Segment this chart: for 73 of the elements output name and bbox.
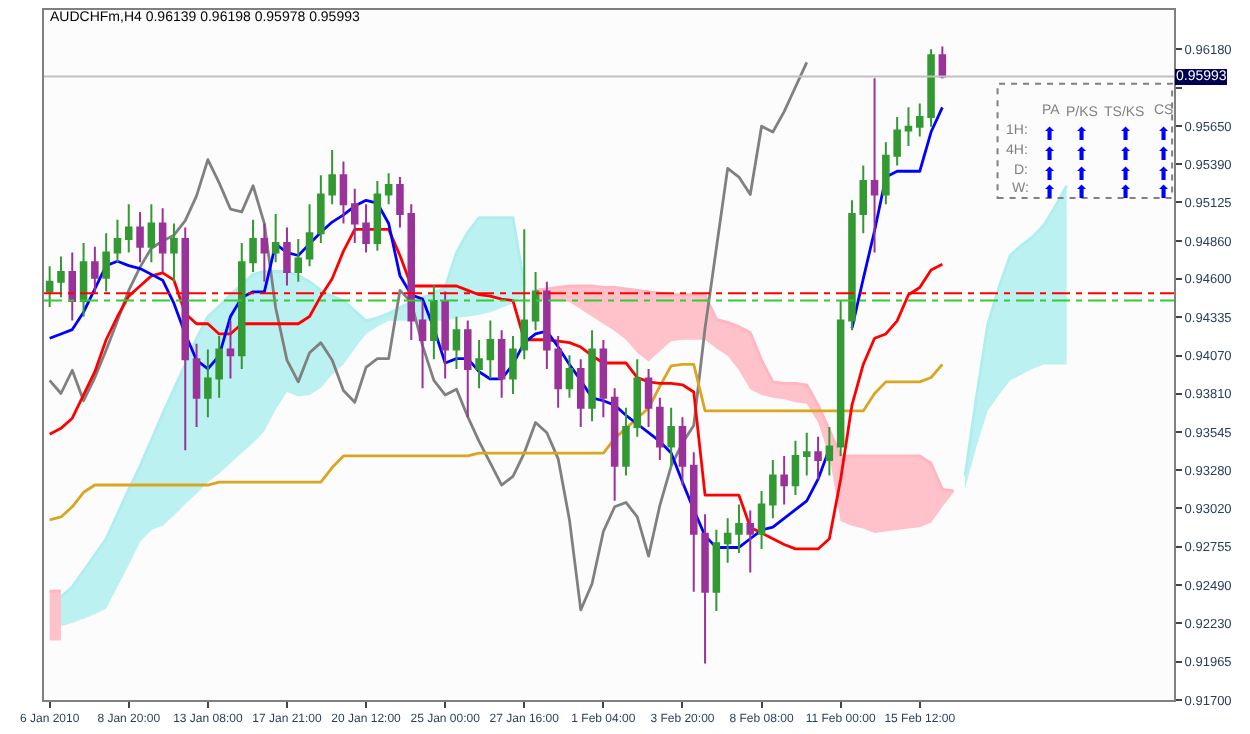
candlestick: [825, 426, 834, 477]
annotation: ⬆: [1074, 164, 1090, 184]
candlestick: [565, 354, 574, 399]
candlestick: [158, 207, 167, 274]
candlestick: [102, 232, 110, 293]
annotation: ⬆: [1074, 182, 1090, 202]
annotation: ⬆: [1156, 182, 1172, 202]
candlestick: [384, 172, 393, 206]
annotation: ⬆: [1042, 144, 1058, 164]
candlestick: [45, 265, 54, 308]
annotation: ⬆: [1156, 144, 1172, 164]
candlestick: [68, 251, 77, 322]
candlestick: [870, 77, 879, 254]
candlestick: [113, 218, 122, 264]
candlestick: [486, 319, 495, 380]
candlestick: [260, 222, 269, 283]
candlestick: [441, 290, 449, 380]
candlestick: [599, 338, 608, 419]
annotation: ⬆: [1074, 144, 1090, 164]
candlestick: [576, 358, 585, 429]
candlestick: [644, 367, 653, 429]
annotation: ⬆: [1156, 124, 1172, 144]
candlestick: [192, 342, 201, 429]
annotation: ⬆: [1118, 164, 1134, 184]
candlestick: [283, 226, 291, 287]
candlestick: [418, 300, 427, 390]
candlestick: [780, 455, 788, 506]
candlestick: [339, 160, 348, 225]
candlestick: [124, 203, 133, 254]
candlestick: [746, 509, 755, 574]
candlestick: [610, 387, 619, 502]
annotation: ⬆: [1118, 124, 1134, 144]
annotation: ⬆: [1042, 182, 1058, 202]
candlestick: [147, 203, 156, 264]
candlestick: [452, 315, 461, 370]
candlestick: [667, 406, 675, 467]
candlestick: [757, 489, 766, 551]
candlestick: [588, 329, 596, 423]
candlestick: [836, 300, 845, 458]
candlestick: [735, 503, 743, 554]
candlestick: [79, 242, 88, 318]
line-series: [48, 60, 809, 612]
candlestick: [181, 226, 190, 452]
candlestick: [294, 238, 303, 283]
annotation: ⬆: [1042, 164, 1058, 184]
annotation: ⬆: [1074, 124, 1090, 144]
annotation: ⬆: [1118, 182, 1134, 202]
candlestick: [463, 319, 472, 419]
candlestick: [305, 203, 314, 268]
candlestick: [814, 435, 822, 481]
candlestick: [271, 212, 280, 264]
line-series: [48, 363, 944, 522]
candlestick: [678, 416, 687, 487]
candlestick: [656, 396, 664, 462]
annotation: ⬆: [1042, 124, 1058, 144]
candlestick: [904, 106, 913, 148]
candlestick: [791, 439, 800, 496]
candlestick: [373, 179, 382, 252]
candlestick: [57, 255, 65, 299]
candlestick: [497, 329, 506, 399]
candlestick: [802, 431, 811, 477]
candlestick: [475, 338, 483, 390]
candlestick: [226, 319, 235, 380]
annotation: ⬆: [1156, 164, 1172, 184]
candlestick: [136, 210, 144, 264]
candlestick: [769, 459, 777, 520]
candlestick: [712, 528, 721, 613]
candlestick: [170, 222, 178, 283]
annotation: ⬆: [1118, 144, 1134, 164]
candlestick: [430, 284, 438, 361]
candlestick: [531, 271, 540, 332]
candlestick: [723, 517, 732, 564]
candlestick: [91, 245, 99, 295]
